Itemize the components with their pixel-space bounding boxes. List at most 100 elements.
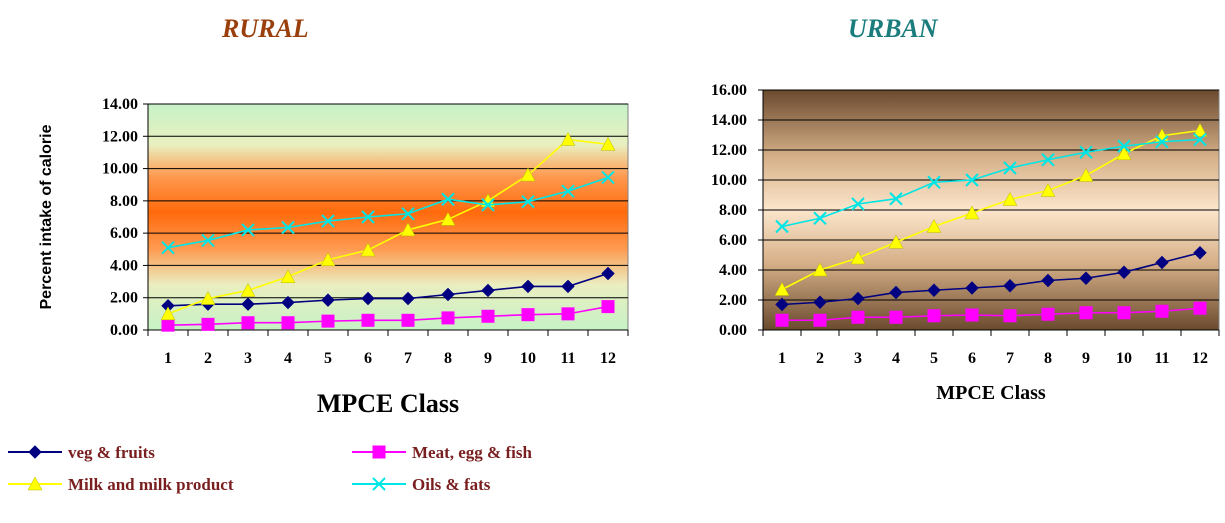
legend-marker <box>28 445 42 459</box>
urban-data-point <box>1079 271 1093 285</box>
urban-x-tick-label: 12 <box>1192 350 1208 367</box>
rural-data-point <box>281 220 295 235</box>
rural-data-point <box>360 242 376 257</box>
rural-data-point <box>561 279 575 294</box>
urban-y-tick-label: 4.00 <box>719 262 747 279</box>
urban-data-point <box>927 309 941 323</box>
rural-x-tick-label: 9 <box>484 350 492 367</box>
legend-item: veg & fruits <box>8 443 155 462</box>
rural-data-point <box>281 316 295 330</box>
urban-x-tick-label: 3 <box>854 350 862 367</box>
rural-x-tick-label: 11 <box>560 350 575 367</box>
legend-marker <box>372 477 386 491</box>
urban-data-point <box>812 262 828 277</box>
urban-data-point <box>1041 307 1055 321</box>
urban-data-point <box>851 197 865 211</box>
rural-data-point <box>321 314 335 328</box>
urban-y-tick-label: 0.00 <box>719 322 747 339</box>
urban-data-point <box>851 310 865 324</box>
rural-data-point <box>561 184 575 198</box>
rural-series-2 <box>160 131 616 321</box>
rural-data-point <box>321 293 335 307</box>
rural-y-tick-label: 0.00 <box>110 322 138 339</box>
rural-data-point <box>440 211 456 226</box>
urban-x-tick-label: 2 <box>816 350 824 367</box>
urban-data-point <box>927 175 941 189</box>
rural-data-point <box>601 300 615 314</box>
urban-data-point <box>1193 132 1207 147</box>
urban-data-point <box>1079 145 1093 159</box>
rural-series-line <box>167 138 609 315</box>
urban-data-point <box>1117 139 1131 153</box>
rural-data-point <box>280 269 296 283</box>
rural-data-point <box>401 291 415 306</box>
urban-data-point <box>1040 182 1056 197</box>
rural-y-axis-label: Percent intake of calorie <box>38 124 55 309</box>
rural-data-point <box>600 136 616 151</box>
rural-data-point <box>161 318 175 332</box>
rural-x-axis-label: MPCE Class <box>317 389 459 418</box>
rural-x-tick-label: 12 <box>600 350 616 367</box>
urban-data-point <box>1078 167 1094 182</box>
rural-data-point <box>520 167 536 182</box>
urban-data-point <box>888 234 904 249</box>
legend-item: Meat, egg & fish <box>352 443 532 462</box>
urban-chart: 0.00 2.00 4.00 6.00 8.00 10.00 12.00 14.00 16.00… <box>711 82 1220 404</box>
rural-x-tick-label: 4 <box>284 350 292 367</box>
urban-data-point <box>1003 309 1017 323</box>
legend-marker <box>27 476 43 491</box>
rural-data-point <box>160 306 176 321</box>
rural-data-point <box>441 287 455 302</box>
urban-series-1 <box>775 301 1207 327</box>
rural-y-tick-label: 12.00 <box>102 128 138 145</box>
urban-x-tick-label: 10 <box>1116 350 1132 367</box>
rural-x-tick-label: 10 <box>520 350 536 367</box>
rural-x-tick-label: 3 <box>244 350 252 367</box>
urban-y-tick-label: 10.00 <box>711 172 747 189</box>
urban-data-point <box>889 192 903 206</box>
rural-series-line <box>167 305 609 326</box>
rural-data-point <box>561 307 575 321</box>
urban-data-point <box>1041 273 1055 288</box>
rural-chart-title: RURAL <box>222 14 309 43</box>
rural-data-point <box>441 311 455 325</box>
urban-data-point <box>1155 255 1169 270</box>
rural-data-point <box>401 313 415 327</box>
rural-x-tick-label: 6 <box>364 350 372 367</box>
legend-label: Meat, egg & fish <box>412 443 532 462</box>
urban-data-point <box>964 205 980 220</box>
urban-y-tick-label: 16.00 <box>711 82 747 99</box>
urban-data-point <box>775 313 789 327</box>
rural-data-point <box>400 222 416 237</box>
rural-data-point <box>601 170 615 185</box>
urban-x-axis-label: MPCE Class <box>936 382 1046 404</box>
urban-data-point <box>813 211 827 225</box>
legend-label: Milk and milk product <box>68 475 234 494</box>
legend-item: Oils & fats <box>352 475 491 494</box>
urban-data-point <box>1117 265 1131 279</box>
urban-y-tick-label: 2.00 <box>719 292 747 309</box>
rural-data-point <box>441 192 455 206</box>
legend: veg & fruits Meat, egg & fish Milk and mil… <box>8 443 532 494</box>
rural-series-3 <box>161 170 615 255</box>
urban-x-tick-label: 7 <box>1006 350 1014 367</box>
urban-data-point <box>965 281 979 295</box>
urban-data-point <box>1155 304 1169 318</box>
rural-data-point <box>481 198 495 212</box>
urban-data-point <box>1193 246 1207 260</box>
urban-data-point <box>775 297 789 312</box>
urban-data-point <box>1041 153 1055 167</box>
rural-data-point <box>241 316 255 330</box>
rural-y-tick-label: 2.00 <box>110 290 138 307</box>
urban-y-tick-label: 6.00 <box>719 232 747 249</box>
legend-label: Oils & fats <box>412 475 491 494</box>
urban-x-tick-label: 5 <box>930 350 938 367</box>
urban-x-tick-label: 8 <box>1044 350 1052 367</box>
urban-data-point <box>774 281 790 296</box>
rural-data-point <box>361 210 375 224</box>
urban-x-tick-label: 11 <box>1154 350 1169 367</box>
urban-data-point <box>851 291 865 306</box>
urban-y-tick-label: 8.00 <box>719 202 747 219</box>
urban-series-line <box>781 138 1201 228</box>
